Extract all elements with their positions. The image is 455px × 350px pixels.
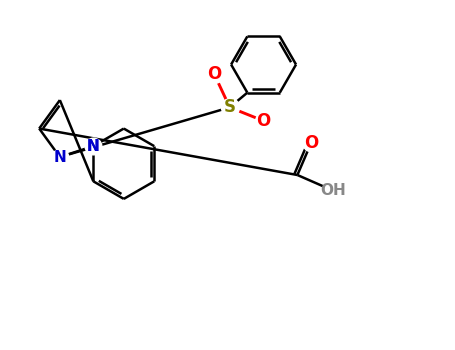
Text: N: N <box>87 139 100 154</box>
Text: OH: OH <box>321 183 346 198</box>
Text: O: O <box>207 64 221 83</box>
Text: N: N <box>87 139 100 154</box>
Text: O: O <box>257 112 271 130</box>
Text: N: N <box>54 149 66 164</box>
Text: O: O <box>304 134 318 153</box>
Text: S: S <box>224 98 236 116</box>
